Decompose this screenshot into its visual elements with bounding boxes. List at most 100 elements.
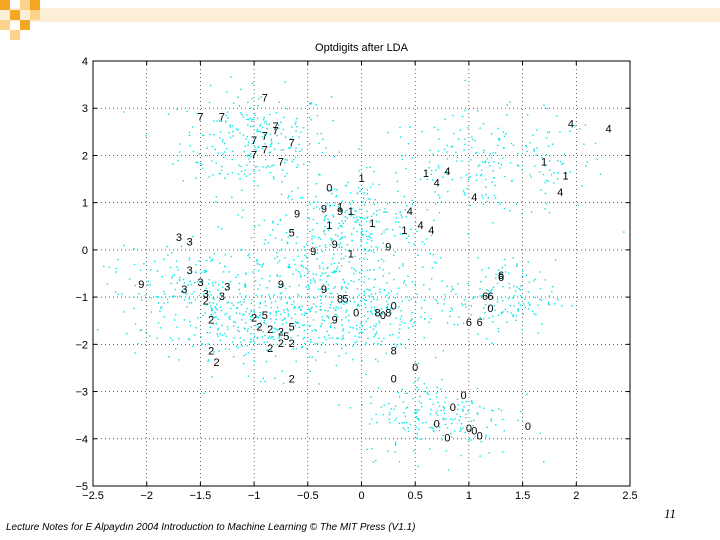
data-point: [409, 320, 411, 322]
data-point: [324, 225, 326, 228]
data-point: [513, 305, 515, 307]
data-point: [475, 174, 478, 176]
data-point: [210, 294, 212, 296]
data-point: [462, 322, 465, 325]
data-point: [369, 289, 371, 292]
data-point: [399, 226, 401, 228]
data-point: [230, 76, 232, 78]
data-point: [187, 284, 189, 286]
chart-title: Optdigits after LDA: [315, 42, 409, 54]
data-point: [504, 308, 507, 311]
data-point: [387, 297, 390, 299]
data-point: [502, 131, 504, 133]
data-point: [256, 128, 258, 131]
data-point: [279, 219, 282, 221]
data-point: [342, 236, 344, 239]
data-point: [412, 397, 414, 400]
data-point: [418, 428, 420, 431]
data-point: [577, 204, 580, 207]
data-point: [371, 233, 373, 235]
data-point: [463, 405, 465, 408]
data-point: [425, 421, 427, 424]
data-point: [250, 237, 253, 239]
data-point: [437, 194, 440, 196]
data-point: [296, 293, 299, 296]
data-point: [442, 350, 445, 352]
data-point: [224, 313, 226, 316]
data-point: [258, 224, 260, 227]
data-point: [292, 348, 295, 350]
data-point: [543, 461, 545, 463]
data-point: [212, 302, 214, 304]
data-point: [423, 284, 425, 286]
data-point: [373, 336, 375, 338]
data-point: [285, 231, 288, 234]
data-point: [191, 126, 194, 128]
data-point: [506, 321, 508, 323]
data-point: [471, 136, 473, 138]
data-point: [245, 272, 247, 274]
data-point: [316, 258, 318, 260]
data-point: [451, 422, 453, 425]
data-point: [326, 315, 328, 317]
data-point: [545, 154, 548, 156]
data-point: [349, 192, 352, 194]
data-point: [193, 291, 195, 293]
data-point: [460, 423, 463, 425]
data-point: [343, 303, 345, 306]
data-point: [498, 139, 501, 142]
data-point: [434, 191, 436, 193]
data-point: [450, 146, 453, 148]
data-point: [202, 314, 204, 317]
data-point: [250, 326, 253, 328]
data-point: [239, 337, 241, 339]
data-point: [359, 190, 361, 192]
data-point: [446, 285, 448, 287]
data-point: [257, 185, 259, 187]
data-point: [499, 138, 501, 140]
data-point: [274, 331, 276, 333]
data-point: [545, 179, 548, 182]
data-point: [145, 135, 147, 137]
data-point: [123, 111, 125, 113]
data-point: [248, 161, 251, 163]
data-point: [556, 115, 558, 117]
data-point: [212, 285, 214, 287]
data-point: [288, 267, 290, 269]
data-point: [437, 164, 440, 167]
data-point: [211, 316, 213, 318]
digit-label: 5: [283, 331, 289, 343]
data-point: [463, 299, 466, 301]
deco-square: [10, 30, 20, 40]
data-point: [229, 136, 232, 139]
data-point: [286, 172, 288, 175]
data-point: [340, 258, 342, 260]
data-point: [470, 439, 472, 441]
data-point: [419, 395, 421, 398]
data-point: [389, 411, 391, 414]
data-point: [270, 142, 273, 145]
data-point: [502, 157, 504, 159]
data-point: [340, 253, 343, 255]
data-point: [364, 328, 366, 331]
data-point: [489, 294, 491, 296]
data-point: [217, 327, 220, 330]
data-point: [263, 319, 266, 322]
data-point: [329, 304, 332, 306]
data-point: [321, 151, 324, 154]
data-point: [311, 237, 313, 240]
data-point: [461, 409, 464, 411]
data-point: [411, 203, 414, 205]
data-point: [432, 403, 435, 405]
y-tick-label: −5: [75, 481, 88, 493]
data-point: [229, 315, 231, 317]
data-point: [178, 337, 180, 340]
data-point: [281, 292, 283, 294]
data-point: [117, 293, 120, 296]
data-point: [272, 229, 274, 231]
data-point: [257, 288, 259, 290]
data-point: [258, 98, 260, 100]
data-point: [215, 201, 217, 203]
data-point: [330, 301, 333, 303]
data-point: [439, 197, 441, 199]
